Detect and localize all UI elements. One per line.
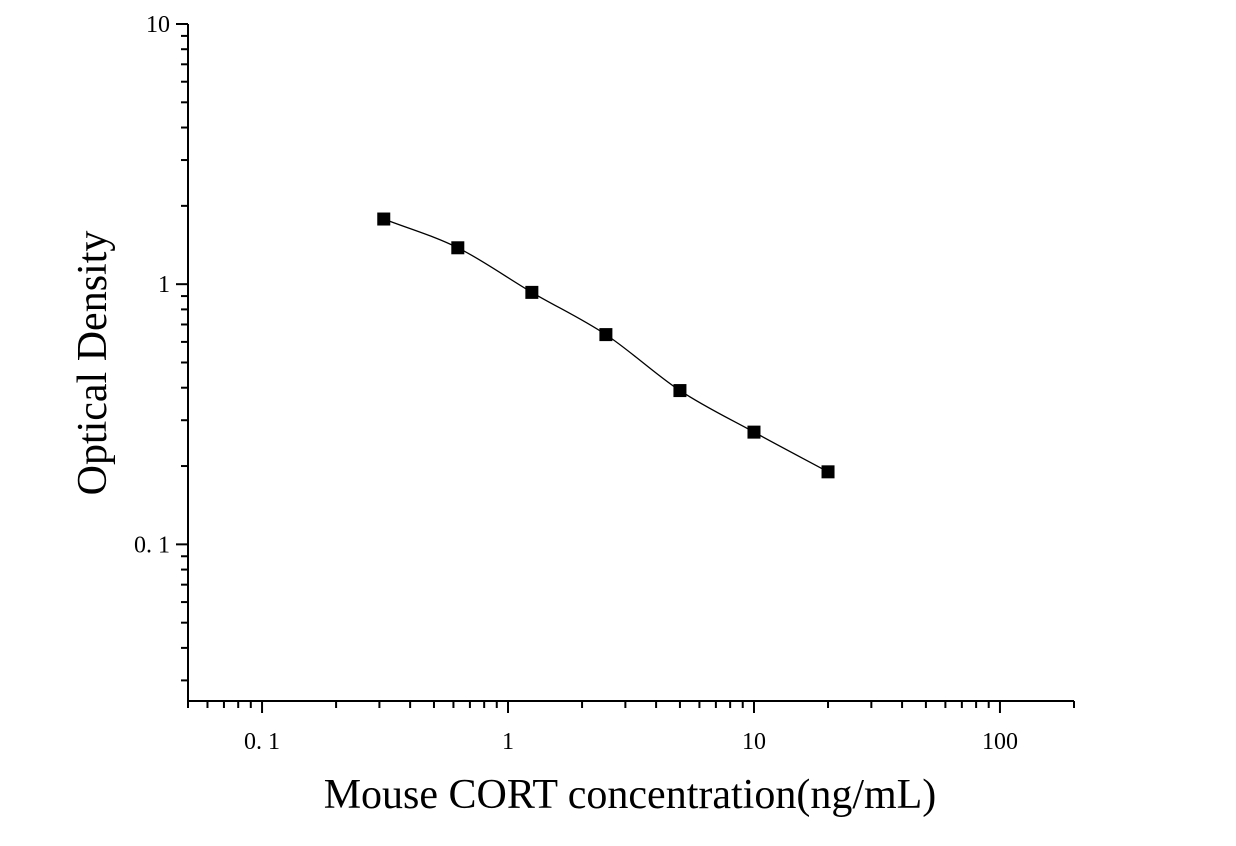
data-point: [377, 212, 391, 226]
tick-labels: 0. 1 1 10 100 0. 1 1 10: [134, 12, 1018, 755]
x-tick-label: 1: [502, 729, 514, 755]
y-tick-label: 0. 1: [134, 532, 170, 558]
x-tick-label: 10: [742, 729, 766, 755]
fit-curve-layer: [383, 218, 829, 473]
y-tick-label: 1: [158, 272, 170, 298]
x-tick-label: 0. 1: [244, 729, 280, 755]
y-axis-label: Optical Density: [70, 231, 116, 496]
fit-curve: [383, 218, 829, 473]
data-point: [821, 465, 835, 479]
axes: [176, 23, 1075, 713]
data-point: [747, 425, 761, 439]
y-tick-label: 10: [146, 12, 170, 38]
x-axis-label: Mouse CORT concentration(ng/mL): [324, 772, 937, 818]
data-point: [451, 241, 465, 255]
x-tick-label: 100: [982, 729, 1018, 755]
data-point: [525, 285, 539, 299]
data-point: [673, 384, 687, 398]
data-point: [599, 328, 613, 342]
data-points: [377, 212, 835, 479]
